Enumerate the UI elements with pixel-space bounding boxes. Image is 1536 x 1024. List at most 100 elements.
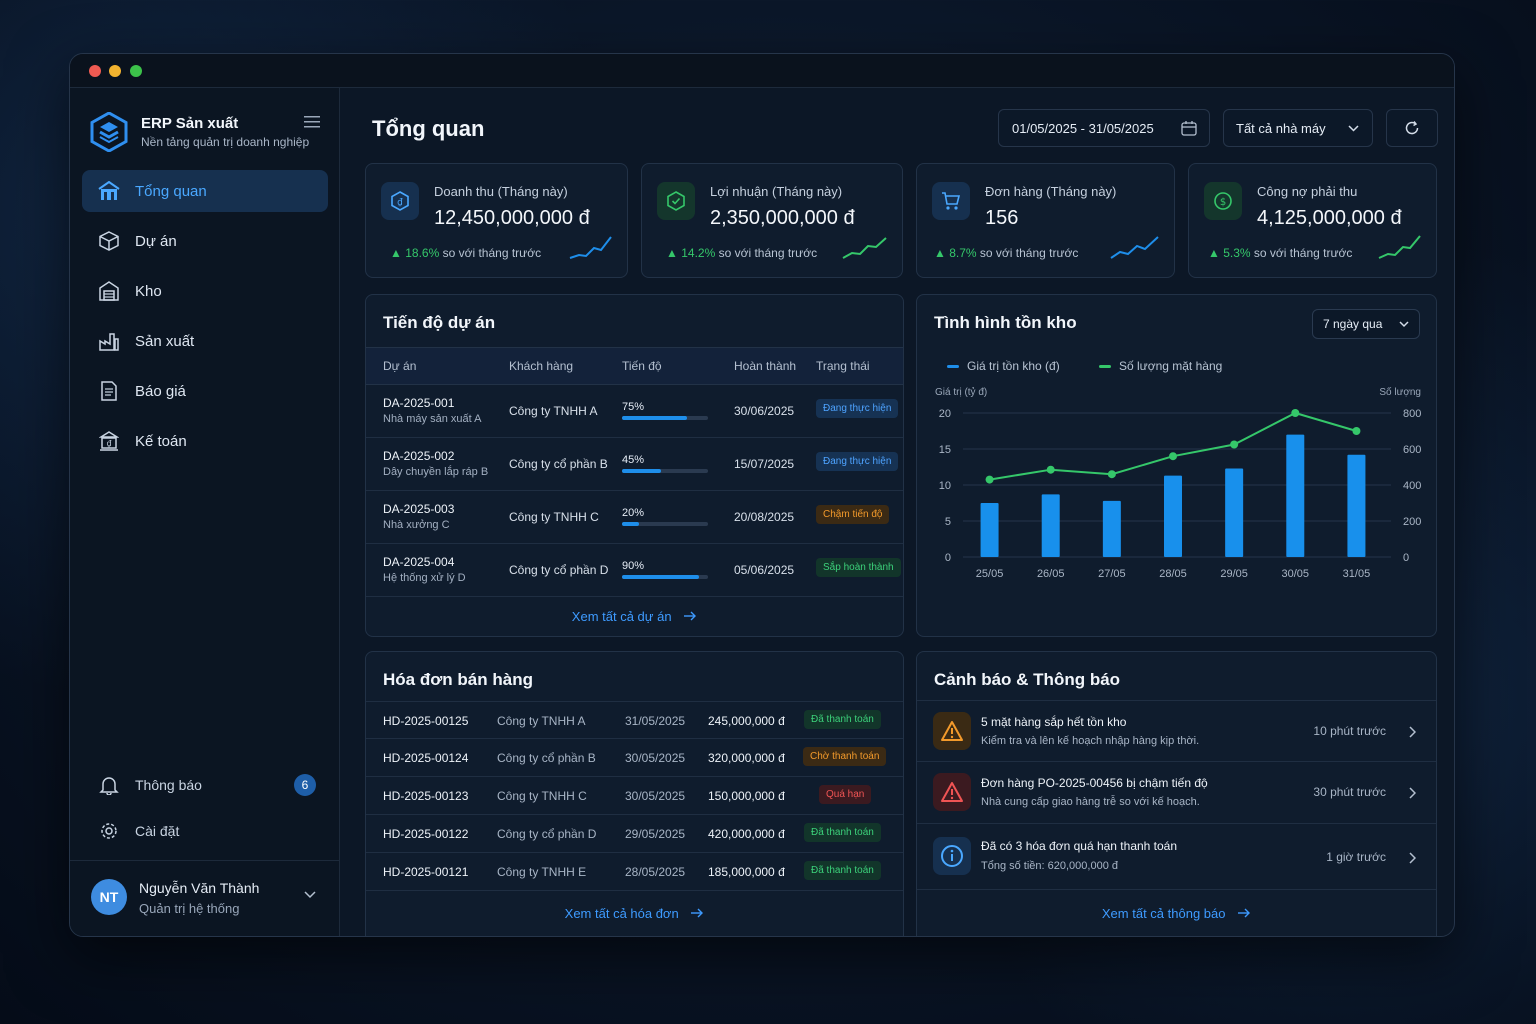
x-tick-label: 31/05 (1343, 568, 1371, 580)
chart-range-value: 7 ngày qua (1323, 317, 1383, 331)
invoice-customer: Công ty TNHH C (497, 789, 587, 803)
status-badge: Đã thanh toán (804, 823, 881, 842)
invoice-id: HD-2025-00123 (383, 789, 469, 803)
invoice-date: 31/05/2025 (625, 714, 686, 728)
table-row[interactable]: DA-2025-001 Nhà máy sản xuất A Công ty TNH… (366, 385, 903, 438)
data-point (1291, 409, 1300, 417)
table-row[interactable]: HD-2025-00123 Công ty TNHH C 30/05/2025 150… (366, 777, 903, 815)
alert-item[interactable]: 5 mặt hàng sắp hết tồn kho Kiểm tra và l… (917, 700, 1436, 762)
table-row[interactable]: HD-2025-00122 Công ty cổ phần D 29/05/2025… (366, 815, 903, 853)
right-axis-title: Số lượng (1379, 386, 1421, 398)
data-point (1230, 440, 1239, 449)
view-all-alerts-link[interactable]: Xem tất cả thông báo (917, 906, 1436, 921)
nav-item-overview[interactable]: Tổng quan (82, 170, 328, 212)
sidebar-item-notifications[interactable]: Thông báo 6 (82, 764, 328, 806)
nav-item-production[interactable]: Sản xuất (82, 320, 328, 362)
y-tick-label: 20 (939, 408, 951, 420)
maximize-window-button[interactable] (130, 65, 142, 77)
table-row[interactable]: DA-2025-003 Nhà xưởng C Công ty TNHH C 20% 2… (366, 491, 903, 544)
sidebar-item-settings[interactable]: Cài đặt (82, 810, 328, 852)
table-row[interactable]: DA-2025-004 Hệ thống xử lý D Công ty cổ ph… (366, 544, 903, 597)
table-row[interactable]: HD-2025-00124 Công ty cổ phần B 30/05/2025… (366, 739, 903, 777)
kpi-change-text: so với tháng trước (1253, 246, 1353, 260)
svg-text:₫: ₫ (397, 198, 403, 208)
close-window-button[interactable] (89, 65, 101, 77)
invoice-id: HD-2025-00122 (383, 827, 469, 841)
status-badge: Quá hạn (819, 785, 872, 804)
column-header: Dự án (383, 359, 417, 373)
nav-label: Kho (135, 282, 162, 300)
chevron-down-icon (1348, 125, 1359, 132)
status-badge: Đã thanh toán (804, 710, 881, 729)
brand: ERP Sản xuất Nền tảng quản trị doanh ngh… (90, 112, 320, 162)
invoice-date: 30/05/2025 (625, 751, 686, 765)
kpi-card-profit[interactable]: Lợi nhuận (Tháng này) 2,350,000,000 đ ▲ … (641, 163, 903, 278)
warehouse-icon (98, 280, 120, 302)
alerts-card: Cảnh báo & Thông báo 5 mặt hàng sắp hết … (916, 651, 1437, 936)
legend-item-value: Giá trị tồn kho (đ) (947, 359, 1060, 373)
brand-subtitle: Nền tảng quản trị doanh nghiệp (141, 135, 310, 149)
alert-item[interactable]: Đơn hàng PO-2025-00456 bị chậm tiến độ N… (917, 762, 1436, 824)
dollar-icon: $ (1204, 182, 1242, 220)
gear-icon (98, 820, 120, 842)
refresh-button[interactable] (1386, 109, 1438, 147)
kpi-change-text: so với tháng trước (718, 246, 818, 260)
alert-description: Nhà cung cấp giao hàng trễ so với kế hoạ… (981, 796, 1200, 808)
bar (1102, 500, 1121, 557)
view-all-projects-link[interactable]: Xem tất cả dự án (366, 609, 903, 624)
invoice-amount: 320,000,000 đ (708, 751, 785, 765)
status-badge: Chậm tiến độ (816, 505, 890, 524)
table-header: Dự án Khách hàng Tiến độ Hoàn thành Trạn… (366, 347, 903, 385)
column-header: Trạng thái (816, 359, 870, 373)
chevron-down-icon[interactable] (304, 891, 316, 899)
project-due-date: 15/07/2025 (734, 457, 795, 471)
nav-item-warehouse[interactable]: Kho (82, 270, 328, 312)
x-tick-label: 25/05 (976, 568, 1004, 580)
table-row[interactable]: HD-2025-00125 Công ty TNHH A 31/05/2025 245… (366, 701, 903, 739)
progress-label: 90% (622, 560, 645, 572)
progress-fill (622, 575, 700, 579)
y2-tick-label: 800 (1403, 408, 1421, 420)
plant-filter-select[interactable]: Tất cả nhà máy (1223, 109, 1373, 147)
kpi-card-receivables[interactable]: $ Công nợ phải thu 4,125,000,000 đ ▲ 5.3… (1188, 163, 1437, 278)
erp-logo-icon (90, 112, 128, 152)
factory-icon (98, 330, 120, 352)
nav-item-projects[interactable]: Dự án (82, 220, 328, 262)
calendar-icon (1181, 121, 1197, 136)
kpi-card-orders[interactable]: Đơn hàng (Tháng này) 156 ▲ 8.7% so với t… (916, 163, 1175, 278)
project-code: DA-2025-003 (383, 502, 455, 516)
nav-item-quotes[interactable]: Báo giá (82, 370, 328, 412)
alert-item[interactable]: Đã có 3 hóa đơn quá hạn thanh toán Tổng … (917, 824, 1436, 890)
svg-text:$: $ (1220, 197, 1226, 208)
project-due-date: 30/06/2025 (734, 404, 795, 418)
cart-icon (932, 182, 970, 220)
kpi-value: 2,350,000,000 đ (710, 207, 855, 229)
hamburger-menu-icon[interactable] (304, 115, 320, 129)
y-tick-label: 15 (939, 444, 951, 456)
alert-time: 30 phút trước (1313, 785, 1386, 799)
card-title: Hóa đơn bán hàng (383, 670, 533, 689)
left-axis-title: Giá trị (tỷ đ) (935, 386, 987, 398)
alert-title: Đơn hàng PO-2025-00456 bị chậm tiến độ (981, 776, 1208, 790)
title-bar (70, 54, 1454, 88)
legend-label: Giá trị tồn kho (đ) (967, 359, 1060, 373)
progress-bar: 20% (622, 505, 708, 529)
chevron-right-icon (1409, 852, 1416, 864)
view-all-invoices-link[interactable]: Xem tất cả hóa đơn (366, 906, 903, 921)
user-profile[interactable]: NT Nguyễn Văn Thành Quản trị hệ thống (70, 860, 340, 936)
date-range-picker[interactable]: 01/05/2025 - 31/05/2025 (998, 109, 1210, 147)
progress-label: 45% (622, 454, 645, 466)
table-row[interactable]: DA-2025-002 Dây chuyền lắp ráp B Công ty c… (366, 438, 903, 491)
sidebar: ERP Sản xuất Nền tảng quản trị doanh ngh… (70, 88, 340, 936)
kpi-label: Doanh thu (Tháng này) (434, 184, 568, 199)
table-row[interactable]: HD-2025-00121 Công ty TNHH E 28/05/2025 185… (366, 853, 903, 891)
minimize-window-button[interactable] (109, 65, 121, 77)
chart-range-select[interactable]: 7 ngày qua (1312, 309, 1420, 339)
bell-icon (98, 774, 120, 796)
sparkline-chart (1378, 235, 1421, 259)
invoice-customer: Công ty cổ phần D (497, 827, 597, 841)
plant-filter-value: Tất cả nhà máy (1236, 120, 1326, 136)
nav-item-accounting[interactable]: ₫ Kế toán (82, 420, 328, 462)
invoice-customer: Công ty cổ phần B (497, 751, 596, 765)
kpi-card-revenue[interactable]: ₫ Doanh thu (Tháng này) 12,450,000,000 đ… (365, 163, 628, 278)
